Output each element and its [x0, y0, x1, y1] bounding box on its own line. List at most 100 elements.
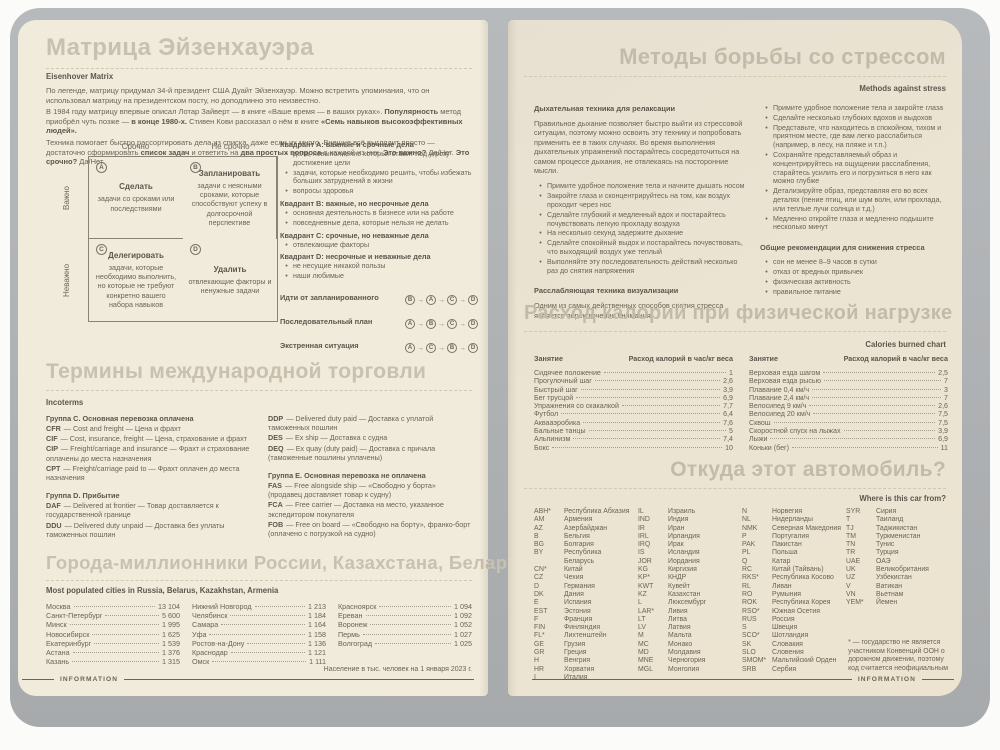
- bullet-item: • Сделайте спокойный выдох и постарайтесь…: [539, 239, 743, 257]
- city-row: Санкт-Петербург 5 600: [46, 611, 180, 620]
- bullet-item: • Сохраняйте представляемый образ и конце…: [765, 150, 932, 186]
- car-code: NL: [742, 516, 751, 524]
- incoterm-description: — Delivered duty unpaid — Доставка без у…: [46, 520, 225, 539]
- incoterms-title: Термины международной торговли: [46, 360, 472, 391]
- car-code-row: LAR* Ливия: [638, 608, 737, 616]
- dotted-leader: [791, 446, 938, 448]
- dotted-leader: [254, 606, 305, 607]
- calorie-value: 7: [944, 377, 948, 386]
- activity-name: Сидячее положение: [534, 369, 601, 377]
- bullet-item: • На несколько секунд задержите дыхание: [539, 229, 684, 238]
- car-code: RO: [742, 590, 753, 598]
- dotted-leader: [72, 652, 159, 654]
- dotted-leader: [92, 633, 159, 635]
- incoterm-code: CPT: [46, 463, 61, 473]
- car-code-row: GR Греция: [534, 649, 633, 657]
- calorie-row: Велосипед 9 км/ч 2,6: [749, 402, 948, 410]
- footer-label: INFORMATION: [60, 676, 119, 683]
- city-name: Краснодар: [192, 648, 228, 658]
- city-population: 1 052: [454, 620, 472, 630]
- car-code-row: JOR Иордания: [638, 558, 737, 566]
- dotted-leader: [72, 661, 159, 663]
- car-country: Туркменистан: [876, 532, 921, 540]
- calorie-row: Бокс 10: [534, 444, 733, 452]
- arrow-icon: →: [459, 344, 466, 352]
- step-letter-badge: A: [405, 343, 415, 353]
- incoterm-entry: DES — Ex ship — Доставка с судна: [268, 433, 472, 442]
- incoterm-description: — Ex ship — Доставка с судна: [285, 433, 388, 443]
- car-code-row: MD Молдавия: [638, 649, 737, 657]
- car-code-row: RKS* Республика Косово: [742, 574, 841, 582]
- calorie-value: 6,9: [938, 435, 948, 444]
- bullet-item: • вопросы здоровья: [285, 187, 354, 196]
- dotted-leader: [212, 661, 307, 663]
- matrix-quadrant: D Удалить отвлекающие факторы и ненужные…: [183, 239, 277, 321]
- car-code: IND: [638, 516, 650, 524]
- car-country: Латвия: [668, 624, 691, 632]
- matrix-quadrant: C Делегировать задачи, которые необходим…: [89, 239, 183, 321]
- dotted-leader: [770, 438, 936, 440]
- quadrant-letter-badge: A: [96, 162, 107, 173]
- car-code: NMK: [742, 524, 758, 532]
- dotted-leader: [379, 606, 451, 607]
- calorie-row: Бальные танцы 5: [534, 427, 733, 435]
- quadrant-title: Сделать: [119, 182, 153, 192]
- car-code: RUS: [742, 615, 757, 623]
- step-letter-badge: A: [405, 319, 415, 329]
- cities-column: Москва 13 104 Санкт-Петербург 5 600 Минск 1 9…: [46, 602, 180, 666]
- bullet-item: • задачи, которые необходимо решить, чтоб…: [285, 168, 472, 186]
- quadrant-note: Квадрант D: несрочные и неважные дела • н…: [280, 252, 478, 281]
- value-header: Расход калорий в час/кг веса: [843, 354, 948, 363]
- activity-name: Коньки (бег): [749, 443, 789, 452]
- incoterm-code: CIF: [46, 434, 58, 444]
- car-country: Польша: [772, 549, 798, 557]
- car-code: N: [742, 508, 747, 515]
- relaxation-bullets: • Примите удобное положение тела и закрой…: [760, 104, 954, 232]
- calorie-value: 3,9: [723, 385, 733, 394]
- car-country: Грузия: [564, 640, 586, 648]
- dotted-leader: [365, 615, 451, 617]
- visualization-paragraph: Одним из самых действенных способов снят…: [534, 301, 724, 320]
- dotted-leader: [580, 388, 721, 390]
- car-code: IR: [638, 524, 645, 532]
- car-country: Молдавия: [668, 649, 701, 657]
- calorie-value: 10: [725, 443, 733, 452]
- car-code: TJ: [846, 524, 854, 532]
- car-code: GE: [534, 640, 544, 648]
- car-country: Норвегия: [772, 508, 803, 515]
- sequence-step: D→: [468, 343, 478, 353]
- city-population: 1 111: [309, 657, 326, 667]
- city-name: Нижний Новгород: [192, 602, 252, 611]
- calorie-value: 1: [729, 369, 733, 377]
- intro-paragraph: По легенде, матрицу придумал 34-й презид…: [46, 86, 430, 105]
- incoterm-entry: CIP — Freight/carriage and insurance — Фр…: [46, 444, 250, 462]
- car-country: Великобритания: [876, 566, 929, 574]
- calories-subtitle: Calories burned chart: [865, 340, 946, 349]
- step-letter-badge: D: [468, 343, 478, 353]
- bullet-item: • отвлекающие факторы: [285, 240, 370, 249]
- city-name: Казань: [46, 657, 70, 667]
- activity-name: Прогулочный шаг: [534, 377, 592, 386]
- calorie-row: Коньки (бег) 11: [749, 444, 948, 452]
- arrow-icon: →: [459, 320, 466, 328]
- arrow-icon: →: [438, 320, 445, 328]
- car-code: MGL: [638, 665, 653, 673]
- intro-paragraph: Техника помогает быстро рассортировать д…: [46, 137, 470, 167]
- matrix-column-label: Срочно: [121, 142, 150, 151]
- car-code-row: NMK Северная Македония: [742, 525, 841, 533]
- priority-sequences: Идти от запланированного B→A→C→D→ Послед…: [280, 288, 478, 360]
- calorie-value: 2,5: [938, 369, 948, 377]
- city-population: 1 995: [162, 620, 180, 630]
- car-code: GR: [534, 649, 545, 657]
- calorie-row: Лыжи 6,9: [749, 435, 948, 443]
- step-letter-badge: C: [447, 295, 457, 305]
- car-country: Армения: [564, 516, 593, 524]
- car-country: Йемен: [876, 599, 898, 607]
- car-country: Вьетнам: [876, 590, 904, 598]
- car-country: Таиланд: [876, 516, 904, 524]
- car-country: Чехия: [564, 574, 584, 582]
- incoterms-subtitle: Incoterms: [46, 398, 84, 407]
- calories-column-headers: Занятие Расход калорий в час/кг веса: [534, 354, 733, 363]
- incoterm-entry: CIF — Cost, insurance, freight — Цена, ст…: [46, 434, 250, 443]
- breathing-technique-column: Дыхательная техника для релаксации Прави…: [534, 104, 748, 327]
